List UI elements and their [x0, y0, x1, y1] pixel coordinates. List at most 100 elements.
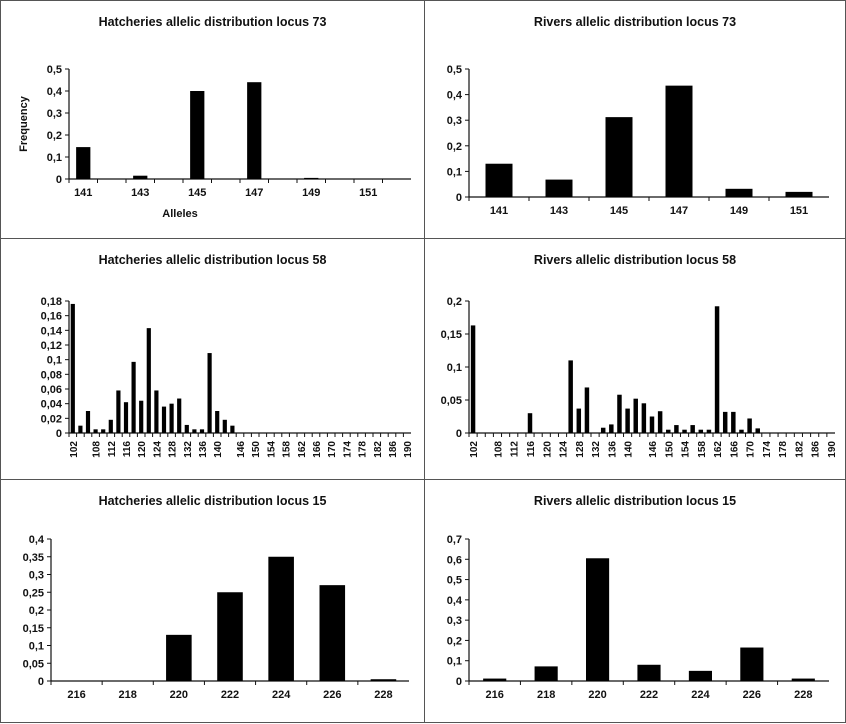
x-tick-label: 228 — [794, 689, 812, 701]
bar — [123, 402, 129, 433]
bar — [633, 398, 638, 433]
y-tick-label: 0,12 — [41, 340, 62, 352]
chart-panel-hatcheries-locus-58: Hatcheries allelic distribution locus 58… — [0, 238, 425, 480]
bar — [545, 179, 573, 197]
bar — [682, 429, 687, 433]
chart-panel-hatcheries-locus-15: Hatcheries allelic distribution locus 15… — [0, 479, 425, 723]
bar — [133, 175, 148, 179]
bar — [584, 387, 590, 433]
chart-title: Hatcheries allelic distribution locus 15 — [98, 494, 327, 508]
y-tick-label: 0,3 — [47, 108, 62, 120]
bar — [116, 390, 121, 433]
y-tick-label: 0 — [456, 676, 462, 688]
bar — [665, 85, 693, 197]
bar — [108, 419, 113, 433]
y-tick-label: 0,4 — [447, 595, 463, 607]
chart-title: Hatcheries allelic distribution locus 58 — [98, 253, 327, 267]
bar — [169, 403, 174, 433]
bar — [85, 411, 91, 433]
x-tick-label: 190 — [403, 441, 414, 458]
bar — [190, 91, 205, 179]
bar — [207, 353, 212, 433]
y-tick-label: 0,5 — [447, 575, 462, 587]
bar — [222, 419, 227, 433]
x-tick-label: 150 — [664, 441, 675, 458]
chart-title: Rivers allelic distribution locus 73 — [533, 15, 737, 29]
bar — [649, 416, 655, 433]
bar — [674, 425, 679, 433]
bar — [722, 411, 728, 433]
y-tick-label: 0 — [56, 428, 62, 440]
y-tick-label: 0,2 — [447, 141, 462, 153]
bar-chart-rivers-locus-58: 0 0,05 0,1 0,15 0,2 102 108 112 116 120 124 128 132 1… — [441, 296, 838, 458]
x-tick-label: 124 — [559, 441, 570, 458]
bar — [70, 303, 75, 433]
x-tick-label: 228 — [374, 689, 392, 701]
bar — [217, 592, 243, 681]
x-tick-label: 222 — [221, 689, 239, 701]
x-tick-label: 174 — [762, 441, 773, 458]
bar — [609, 424, 614, 433]
chart-panel-hatcheries-locus-73: Hatcheries allelic distribution locus 73… — [0, 0, 425, 239]
bar — [791, 678, 815, 681]
chart-panel-rivers-locus-58: Rivers allelic distribution locus 58 0 0,… — [424, 238, 846, 480]
y-tick-label: 0,5 — [447, 64, 462, 76]
y-tick-label: 0,2 — [447, 635, 462, 647]
bar — [625, 408, 630, 433]
bar — [370, 679, 397, 681]
x-tick-label: 102 — [469, 441, 480, 458]
y-tick-label: 0,3 — [447, 115, 462, 127]
x-tick-label: 190 — [827, 441, 838, 458]
x-tick-label: 141 — [74, 187, 92, 199]
x-tick-label: 220 — [588, 689, 606, 701]
bar — [166, 634, 192, 681]
bar — [666, 429, 671, 433]
x-tick-label: 166 — [729, 441, 740, 458]
bar — [76, 147, 91, 179]
x-tick-label: 178 — [358, 441, 369, 458]
x-tick-label: 226 — [323, 689, 341, 701]
bar — [747, 418, 752, 433]
bar — [483, 678, 507, 681]
x-tick-label: 216 — [486, 689, 504, 701]
x-tick-label: 140 — [624, 441, 635, 458]
bar-chart-rivers-locus-73: 0 0,1 0,2 0,3 0,4 0,5 141 143 145 147 149 151 — [447, 64, 829, 217]
y-tick-label: 0 — [56, 174, 62, 186]
x-tick-label: 170 — [746, 441, 757, 458]
y-tick-label: 0,1 — [447, 166, 462, 178]
y-tick-label: 0 — [456, 192, 462, 204]
y-tick-label: 0,25 — [23, 587, 44, 599]
bar — [657, 411, 663, 433]
bar — [184, 424, 189, 433]
bar-chart-rivers-locus-15: 0 0,1 0,2 0,3 0,4 0,5 0,6 0,7 216 218 220 222 224 226… — [447, 534, 829, 701]
x-tick-label: 146 — [648, 441, 659, 458]
chart-panel-rivers-locus-73: Rivers allelic distribution locus 73 0 0,… — [424, 0, 846, 239]
x-tick-label: 186 — [388, 441, 399, 458]
x-tick-label: 140 — [213, 441, 224, 458]
y-tick-label: 0,3 — [447, 615, 462, 627]
bar — [192, 429, 197, 433]
x-tick-label: 154 — [681, 441, 692, 458]
x-tick-label: 166 — [312, 441, 323, 458]
y-tick-label: 0,5 — [47, 64, 62, 76]
bar — [690, 425, 695, 433]
bar — [617, 394, 622, 433]
x-tick-label: 174 — [342, 441, 353, 458]
bar — [470, 325, 476, 433]
bar — [154, 390, 159, 433]
x-tick-label: 226 — [743, 689, 761, 701]
bar-chart-hatcheries-locus-15: 0 0,05 0,1 0,15 0,2 0,25 0,3 0,35 0,4 216 218 220 22… — [23, 534, 409, 701]
chart-title: Hatcheries allelic distribution locus 73 — [98, 15, 327, 29]
x-tick-label: 128 — [575, 441, 586, 458]
y-tick-label: 0,4 — [47, 86, 63, 98]
bar — [706, 429, 712, 433]
bar — [714, 306, 720, 433]
bar — [568, 360, 573, 433]
x-tick-label: 143 — [131, 187, 149, 199]
bar — [731, 411, 736, 433]
x-tick-label: 124 — [152, 441, 163, 458]
y-tick-label: 0,04 — [41, 399, 63, 411]
y-tick-label: 0,05 — [441, 395, 462, 407]
bar — [199, 429, 205, 433]
y-tick-label: 0,35 — [23, 552, 44, 564]
